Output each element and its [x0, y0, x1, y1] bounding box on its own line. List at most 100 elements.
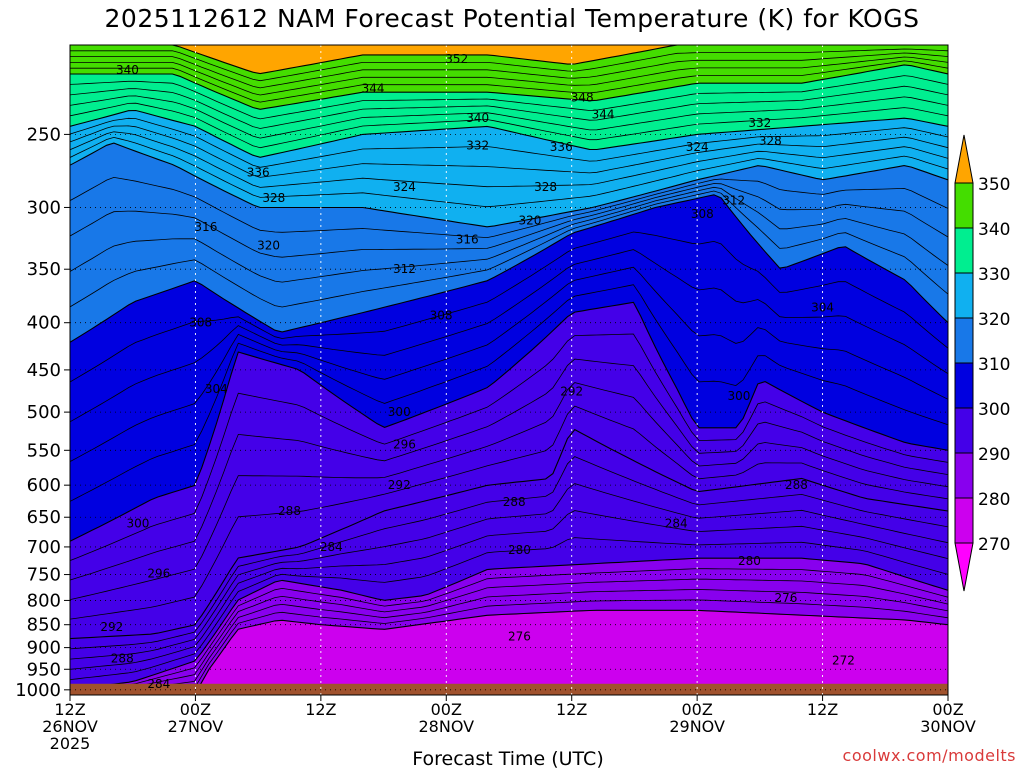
- x-tick-label: 29NOV: [669, 717, 725, 736]
- y-tick-label: 750: [27, 565, 61, 586]
- contour-line: [70, 537, 948, 680]
- x-tick-label: 28NOV: [418, 717, 474, 736]
- y-tick-label: 950: [27, 659, 61, 680]
- contour-label: 332: [466, 138, 489, 152]
- colorbar-label: 310: [978, 355, 1010, 375]
- x-tick-label: 26NOV: [42, 717, 98, 736]
- colorbar-segment: [954, 407, 974, 454]
- band-350: [70, 45, 948, 74]
- contour-line: [70, 142, 948, 228]
- colorbar-label: 280: [978, 490, 1010, 510]
- contour-label: 336: [550, 140, 573, 154]
- contour-lines: [70, 45, 948, 695]
- contour-label: 276: [508, 629, 531, 643]
- contour-label: 348: [571, 90, 594, 104]
- x-tick-label: 00Z: [681, 700, 712, 719]
- contour-label: 312: [393, 262, 416, 276]
- contour-line: [70, 405, 948, 620]
- contour-line: [70, 231, 948, 383]
- contour-label: 332: [748, 116, 771, 130]
- contour-label: 300: [388, 405, 411, 419]
- colorbar-label: 330: [978, 265, 1010, 285]
- contour-line: [70, 183, 948, 258]
- contour-label: 308: [189, 316, 212, 330]
- contour-line: [70, 45, 948, 75]
- ground-surface: [70, 683, 948, 695]
- contour-label: 344: [592, 108, 615, 122]
- x-tick-label: 12Z: [556, 700, 587, 719]
- contour-line: [70, 194, 948, 343]
- contour-line: [70, 266, 948, 462]
- contour-label: 276: [775, 591, 798, 605]
- colorbar-label: 300: [978, 400, 1010, 420]
- contour-label: 272: [832, 654, 855, 668]
- contour-line: [70, 190, 948, 308]
- contour-label: 280: [508, 543, 531, 557]
- contour-label: 296: [147, 566, 170, 580]
- contour-line: [70, 456, 948, 650]
- y-tick-label: 500: [27, 402, 61, 423]
- contour-label: 296: [393, 437, 416, 451]
- contour-line: [70, 609, 948, 695]
- colorbar-bottom-arrow: [954, 542, 974, 592]
- contour-label: 316: [456, 233, 479, 247]
- colorbar-segment: [954, 272, 974, 319]
- contour-label: 304: [205, 382, 228, 396]
- contour-line: [70, 117, 948, 168]
- contour-label: 292: [100, 620, 123, 634]
- x-tick-label: 30NOV: [920, 717, 976, 736]
- y-tick-label: 1000: [15, 680, 61, 701]
- y-tick-label: 450: [27, 360, 61, 381]
- contour-line: [70, 52, 948, 89]
- y-tick-label: 600: [27, 475, 61, 496]
- contour-label: 284: [320, 540, 343, 554]
- contour-label: 292: [560, 385, 583, 399]
- contour-label: 292: [388, 478, 411, 492]
- credit-link[interactable]: coolwx.com/modelts: [842, 746, 1016, 765]
- contour-label: 324: [393, 180, 416, 194]
- contour-line: [70, 510, 948, 670]
- contour-label: 308: [691, 207, 714, 221]
- y-tick-label: 350: [27, 259, 61, 280]
- colorbar-segment: [954, 497, 974, 544]
- x-tick-label: 00Z: [431, 700, 462, 719]
- contour-label: 328: [759, 134, 782, 148]
- x-tick-label: 2025: [50, 734, 91, 753]
- contour-label: 300: [126, 516, 149, 530]
- contour-line: [70, 578, 948, 693]
- y-tick-label: 550: [27, 440, 61, 461]
- contour-label: 308: [430, 309, 453, 323]
- contour-label: 328: [534, 180, 557, 194]
- contour-label: 312: [722, 194, 745, 208]
- contour-line: [70, 131, 948, 188]
- contour-label: 324: [686, 140, 709, 154]
- contour-line: [70, 75, 948, 120]
- contour-label: 288: [503, 495, 526, 509]
- x-tick-label: 00Z: [932, 700, 963, 719]
- y-tick-label: 800: [27, 590, 61, 611]
- contour-line: [70, 599, 948, 695]
- contour-label: 344: [362, 82, 385, 96]
- contour-label: 288: [785, 478, 808, 492]
- contour-line: [70, 60, 948, 103]
- contour-line: [70, 102, 948, 149]
- contour-line: [70, 56, 948, 96]
- colorbar-label: 290: [978, 445, 1010, 465]
- colorbar-segment: [954, 182, 974, 229]
- colorbar-segment: [954, 362, 974, 409]
- contour-line: [70, 333, 948, 561]
- contour-line: [70, 249, 948, 423]
- contour-label: 340: [466, 111, 489, 125]
- contour-line: [70, 358, 948, 581]
- ground-fill: [70, 683, 948, 695]
- contour-line: [70, 85, 948, 129]
- contour-labels: 352 348 344 344 340 340 336 336 332 332 328 328 328 3…: [100, 52, 855, 691]
- y-tick-label: 250: [27, 124, 61, 145]
- contour-label: 336: [247, 166, 270, 180]
- contour-label: 280: [738, 554, 761, 568]
- colorbar-top-arrow: [954, 134, 974, 184]
- contour-label: 304: [811, 300, 834, 314]
- contour-label: 300: [727, 389, 750, 403]
- contour-line: [70, 186, 948, 283]
